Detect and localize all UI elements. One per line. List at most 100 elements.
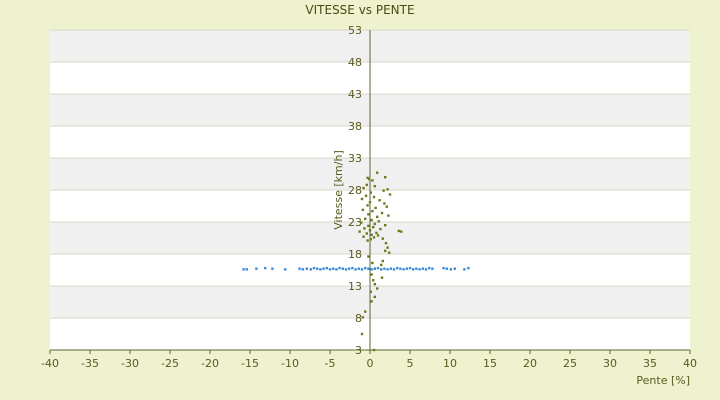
speed-point <box>370 218 373 222</box>
speed-point <box>370 300 373 303</box>
reference-point <box>309 268 312 271</box>
speed-point <box>379 227 382 231</box>
reference-point <box>399 267 402 270</box>
reference-point <box>386 268 389 271</box>
reference-point <box>408 266 412 270</box>
x-tick-label: -15 <box>241 357 259 370</box>
speed-point <box>372 225 375 229</box>
speed-point <box>365 183 368 187</box>
speed-point <box>384 249 387 252</box>
speed-point <box>384 224 387 227</box>
speed-point <box>386 246 389 249</box>
speed-point <box>383 202 386 205</box>
reference-point <box>328 268 332 271</box>
speed-point <box>371 261 374 265</box>
reference-point <box>467 266 470 270</box>
speed-point <box>362 186 365 190</box>
y-tick-label: 48 <box>348 56 362 69</box>
speed-point <box>376 234 380 237</box>
speed-point <box>361 316 364 319</box>
speed-point <box>387 214 390 217</box>
x-tick-label: 10 <box>443 357 457 370</box>
reference-point <box>305 267 308 270</box>
reference-point <box>335 268 338 271</box>
speed-point <box>385 205 388 208</box>
reference-point <box>301 268 304 271</box>
y-tick-label: 43 <box>348 88 362 101</box>
reference-point <box>316 267 319 270</box>
reference-point <box>255 267 258 270</box>
reference-point <box>242 268 245 271</box>
speed-point <box>363 227 366 230</box>
speed-point <box>373 282 376 286</box>
speed-point <box>360 332 364 336</box>
speed-point <box>370 273 373 276</box>
x-tick-label: -20 <box>201 357 219 370</box>
speed-point <box>371 209 374 213</box>
speed-point <box>365 232 368 235</box>
reference-point <box>360 268 364 271</box>
x-tick-label: -40 <box>41 357 59 370</box>
x-tick-label: 35 <box>643 357 657 370</box>
reference-point <box>392 268 396 271</box>
speed-point <box>367 224 370 228</box>
x-tick-label: -30 <box>121 357 139 370</box>
y-tick-label: 38 <box>348 120 362 133</box>
reference-point <box>357 267 360 270</box>
reference-point <box>264 266 267 270</box>
speed-point <box>375 231 378 235</box>
reference-point <box>402 268 405 271</box>
reference-point <box>354 268 357 271</box>
speed-point <box>369 191 372 194</box>
speed-point <box>364 217 367 220</box>
x-tick-label: -35 <box>81 357 99 370</box>
reference-point <box>396 266 399 270</box>
speed-point <box>361 208 364 212</box>
speed-point <box>372 279 375 282</box>
y-tick-label: 8 <box>355 312 362 325</box>
speed-point <box>360 197 364 201</box>
reference-point <box>389 267 392 270</box>
reference-point <box>351 266 354 270</box>
reference-point <box>380 268 383 271</box>
speed-point <box>384 176 387 179</box>
reference-point <box>332 267 335 270</box>
reference-point <box>271 267 274 270</box>
speed-point <box>380 276 384 279</box>
speed-point <box>384 241 388 245</box>
y-tick-label-bottom: 3 <box>355 344 362 357</box>
reference-point <box>383 267 386 270</box>
speed-point <box>380 263 383 267</box>
reference-point <box>376 266 380 270</box>
speed-point <box>373 295 376 299</box>
speed-point <box>366 239 369 242</box>
speed-point <box>400 230 403 233</box>
data-points <box>242 171 470 352</box>
reference-point <box>367 267 370 270</box>
speed-point <box>368 229 372 232</box>
speed-point <box>376 171 379 174</box>
speed-point <box>371 179 374 182</box>
speed-point <box>358 230 361 233</box>
reference-point <box>431 267 434 270</box>
speed-point <box>368 200 372 204</box>
speed-point <box>373 222 376 226</box>
speed-point <box>388 193 392 196</box>
reference-point <box>415 267 418 270</box>
speed-point <box>377 220 380 223</box>
speed-point <box>380 211 384 215</box>
reference-point <box>442 266 445 270</box>
speed-point <box>364 310 367 313</box>
speed-point <box>376 215 379 219</box>
speed-point <box>370 233 373 236</box>
speed-point <box>373 184 376 188</box>
reference-point <box>428 266 431 270</box>
speed-point <box>372 236 376 239</box>
reference-point <box>424 268 428 271</box>
speed-point <box>366 204 369 207</box>
x-tick-label: 15 <box>483 357 497 370</box>
speed-point <box>360 221 363 224</box>
reference-point <box>341 267 344 270</box>
x-tick-label: 40 <box>683 357 697 370</box>
